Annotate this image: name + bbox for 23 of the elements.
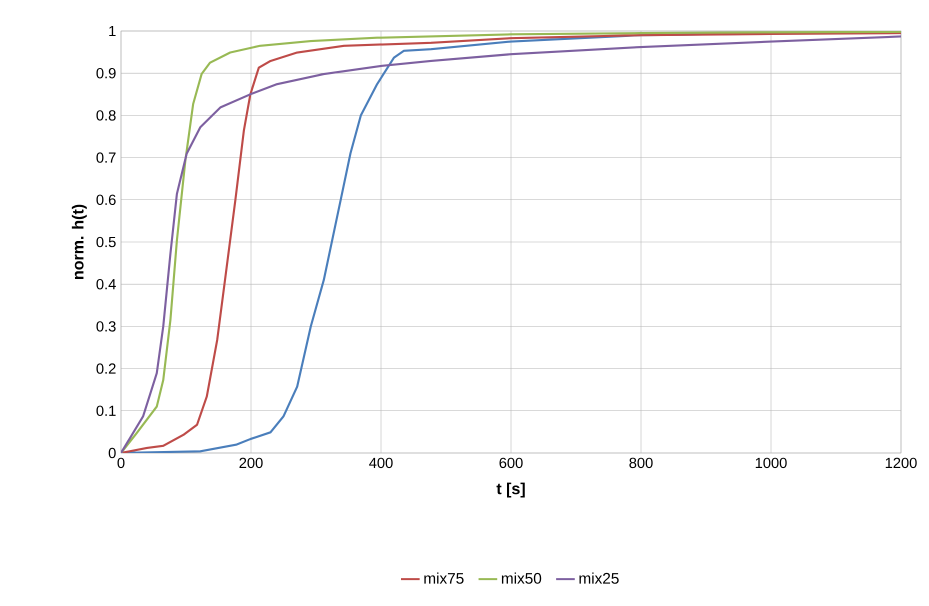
x-tick-label: 1000 — [756, 458, 787, 468]
x-tick-label: 600 — [500, 458, 523, 468]
x-axis-title: t [s] — [496, 482, 525, 498]
y-tick-label: 0.5 — [96, 236, 116, 248]
legend-label: mix25 — [579, 572, 619, 584]
legend-label: mix50 — [502, 572, 542, 584]
y-tick-label: 1 — [109, 26, 116, 36]
x-tick-label: 800 — [629, 458, 653, 468]
x-tick-label: 200 — [240, 458, 263, 468]
y-tick-label: 0 — [108, 448, 116, 458]
y-tick-label: 0.3 — [96, 321, 116, 332]
x-tick-label: 400 — [369, 458, 393, 468]
y-tick-label: 0.7 — [96, 152, 116, 163]
legend-label: mix75 — [424, 572, 464, 584]
y-tick-label: 0.1 — [96, 406, 116, 416]
y-axis-title: norm. h(t) — [72, 204, 87, 280]
y-tick-label: 0.4 — [96, 279, 116, 290]
x-tick-label: 1200 — [886, 458, 917, 468]
y-tick-label: 0.2 — [96, 363, 116, 374]
y-tick-label: 0.9 — [96, 68, 116, 78]
x-tick-label: 0 — [117, 458, 124, 468]
y-tick-label: 0.6 — [96, 194, 116, 205]
y-tick-label: 0.8 — [96, 110, 116, 121]
